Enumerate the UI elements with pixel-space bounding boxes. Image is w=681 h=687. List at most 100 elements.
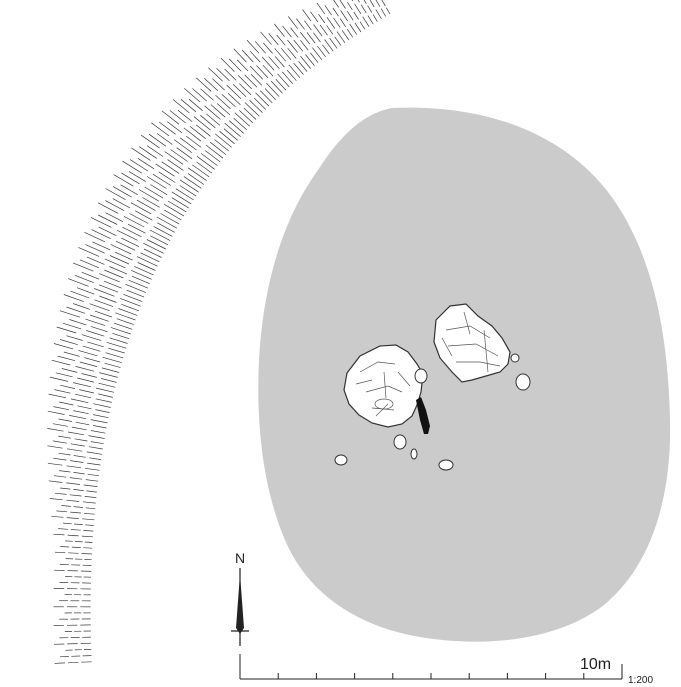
hachure-mark (346, 28, 354, 38)
hachure-mark (357, 0, 360, 3)
hachure-mark (156, 216, 178, 229)
hachure-mark (288, 64, 301, 78)
hachure-mark (244, 74, 258, 88)
hachure-mark (204, 105, 221, 120)
hachure-mark (99, 273, 120, 283)
hachure-mark (156, 133, 173, 145)
hachure-mark (51, 515, 64, 518)
hachure-mark (351, 0, 353, 2)
hachure-mark (74, 438, 88, 442)
hachure-mark (290, 27, 299, 38)
hachure-mark (214, 139, 230, 152)
hachure-mark (115, 312, 136, 321)
hachure-mark (98, 382, 116, 388)
hachure-mark (83, 547, 93, 549)
hachure-mark (249, 100, 263, 114)
hachure-mark (81, 553, 92, 555)
hachure-mark (112, 198, 131, 209)
hachure-mark (216, 103, 231, 116)
hachure-mark (58, 435, 72, 439)
hachure-mark (188, 167, 207, 181)
hachure-mark (287, 47, 297, 59)
hachure-mark (53, 457, 67, 461)
hachure-mark (86, 256, 105, 265)
hachure-mark (179, 185, 197, 197)
hachure-mark (82, 345, 101, 352)
small-stones (334, 353, 531, 471)
hachure-mark (84, 541, 93, 543)
hachure-mark (302, 9, 312, 22)
hachure-mark (150, 184, 168, 196)
hachure-mark (183, 127, 202, 142)
hachure-mark (90, 419, 108, 424)
hachure-mark (54, 551, 66, 554)
hachure-mark (276, 34, 286, 46)
hachure-mark (143, 242, 164, 254)
hachure-mark (85, 244, 105, 254)
hachure-mark (69, 477, 83, 480)
hachure-mark (70, 290, 90, 299)
hachure-mark (216, 68, 230, 82)
hachure-mark (146, 145, 164, 157)
hachure-mark (81, 535, 93, 538)
hachure-mark (359, 21, 366, 30)
hachure-mark (146, 176, 167, 189)
hachure-mark (233, 48, 247, 63)
hachure-mark (164, 209, 182, 221)
hachure-mark (47, 462, 63, 466)
hachure-mark (262, 64, 274, 77)
hachure-mark (110, 244, 132, 255)
hachure-mark (332, 7, 339, 17)
hachure-mark (164, 151, 184, 165)
hachure-mark (98, 284, 119, 293)
hachure-mark (324, 39, 334, 52)
hachure-mark (208, 67, 223, 82)
hachure-mark (150, 235, 169, 246)
hachure-mark (282, 25, 292, 38)
hachure-mark (149, 229, 171, 241)
hachure-mark (219, 131, 235, 145)
hachure-mark (82, 501, 96, 504)
hachure-mark (63, 522, 72, 525)
hachure-mark (126, 289, 145, 298)
hachure-mark (282, 71, 294, 85)
hachure-mark (69, 319, 87, 326)
hachure-mark (60, 384, 76, 389)
hachure-mark (73, 472, 85, 475)
hachure-mark (220, 57, 235, 72)
hachure-mark (385, 7, 391, 15)
hachure-mark (56, 326, 77, 334)
hachure-mark (318, 13, 326, 24)
hachure-mark (339, 0, 346, 9)
hachure-mark (88, 435, 105, 439)
hachure-mark (310, 11, 319, 23)
hachure-mark (228, 58, 242, 72)
hachure-mark (70, 398, 89, 404)
hachure-mark (66, 335, 83, 341)
hachure-mark (125, 283, 147, 293)
hachure-mark (52, 423, 68, 427)
hachure-mark (300, 55, 311, 69)
hachure-mark (70, 529, 81, 531)
hachure-mark (129, 159, 149, 172)
hachure-mark (184, 88, 201, 103)
hachure-mark (93, 414, 109, 419)
hachure-mark (249, 65, 264, 80)
hachure-mark (170, 149, 188, 162)
hachure-mark (137, 158, 155, 170)
hachure-mark (51, 359, 71, 366)
hachure-mark (340, 10, 348, 22)
hachure-mark (69, 494, 82, 497)
hachure-mark (89, 303, 110, 312)
hachure-mark (293, 62, 304, 75)
hachure-mark (49, 376, 68, 382)
hachure-mark (66, 517, 79, 519)
hachure-mark (105, 352, 124, 359)
hachure-mark (120, 298, 141, 307)
hachure-mark (353, 11, 359, 20)
hachure-mark (214, 133, 232, 148)
hachure-mark (53, 406, 69, 411)
hachure-mark (47, 445, 63, 449)
hachure-mark (106, 341, 127, 349)
hachure-mark (63, 294, 85, 303)
